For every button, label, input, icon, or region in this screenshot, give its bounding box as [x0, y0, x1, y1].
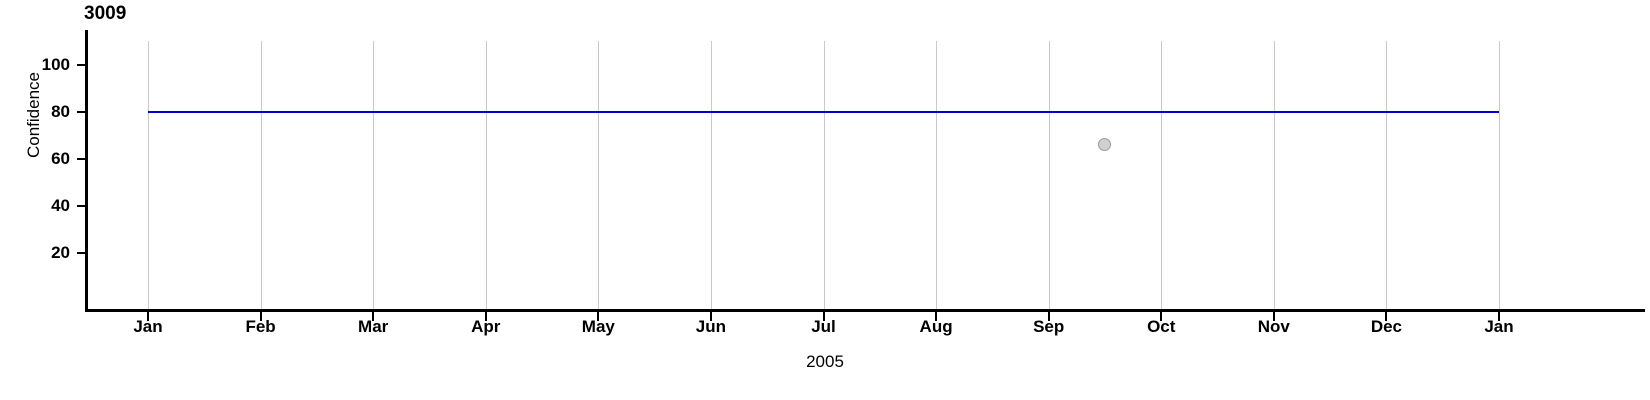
y-tick-label-100: 100	[41, 54, 70, 74]
x-tick-mark-1	[259, 312, 262, 321]
x-tick-mark-9	[1160, 312, 1163, 321]
x-tick-label-jul-6: Jul	[811, 317, 836, 336]
x-tick-mark-8	[1047, 312, 1050, 321]
x-tick-label-aug-7: Aug	[919, 317, 953, 336]
gridline-may-4	[598, 41, 600, 309]
x-tick-label-feb-1: Feb	[245, 317, 276, 336]
x-tick-label-apr-3: Apr	[471, 317, 501, 336]
gridline-feb-1	[260, 41, 262, 309]
x-tick-label-dec-11: Dec	[1370, 317, 1402, 336]
gridline-jan-12	[1499, 41, 1500, 309]
x-tick-mark-0	[147, 312, 149, 321]
x-tick-label-may-4: May	[581, 317, 615, 336]
data-point[interactable]	[1098, 138, 1112, 152]
y-tick-mark-80	[77, 110, 86, 113]
x-tick-mark-12	[1498, 312, 1500, 321]
gridline-oct-9	[1161, 41, 1163, 309]
y-tick-mark-40	[77, 204, 86, 207]
x-tick-label-nov-10: Nov	[1257, 317, 1290, 336]
x-tick-label-jan-12: Jan	[1484, 317, 1514, 336]
x-tick-mark-11	[1385, 312, 1388, 321]
plot-area	[88, 30, 1645, 309]
x-tick-label-oct-9: Oct	[1147, 317, 1176, 336]
x-tick-mark-2	[372, 312, 375, 321]
gridline-jan-0	[148, 41, 149, 309]
x-tick-mark-4	[597, 312, 600, 321]
y-tick-label-20: 20	[51, 242, 70, 262]
x-axis-line	[85, 309, 1645, 312]
gridline-aug-7	[936, 41, 938, 309]
gridline-jun-5	[710, 41, 712, 309]
gridline-jul-6	[823, 41, 825, 309]
x-tick-mark-6	[822, 312, 825, 321]
y-tick-label-60: 60	[51, 148, 70, 168]
gridline-apr-3	[485, 41, 487, 309]
x-tick-mark-7	[935, 312, 938, 321]
y-tick-label-80: 80	[51, 101, 70, 121]
chart-title: 3009	[84, 3, 127, 24]
y-tick-label-40: 40	[51, 195, 70, 215]
y-tick-mark-100	[77, 63, 86, 66]
x-tick-label-jun-5: Jun	[695, 317, 727, 336]
x-tick-mark-10	[1272, 312, 1275, 321]
gridline-mar-2	[373, 41, 375, 309]
gridline-sep-8	[1048, 41, 1050, 309]
threshold-line	[148, 110, 1499, 113]
x-tick-label-mar-2: Mar	[358, 317, 389, 336]
x-tick-mark-3	[484, 312, 487, 321]
y-tick-mark-20	[77, 251, 86, 254]
y-tick-mark-60	[77, 157, 86, 160]
x-tick-label-jan-0: Jan	[133, 317, 163, 336]
x-tick-mark-5	[709, 312, 712, 321]
y-axis-line	[85, 30, 88, 312]
x-tick-label-sep-8: Sep	[1033, 317, 1065, 336]
gridline-dec-11	[1386, 41, 1388, 309]
gridline-nov-10	[1273, 41, 1275, 309]
x-axis-title: 2005	[806, 352, 844, 371]
